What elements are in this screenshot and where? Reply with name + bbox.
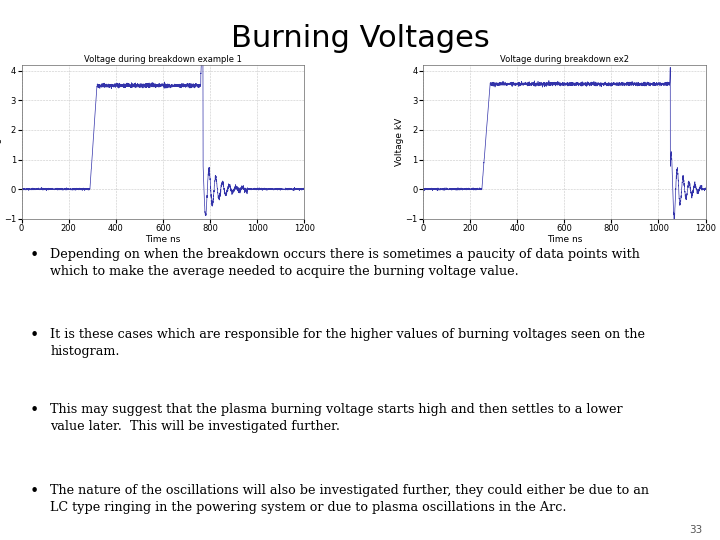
Text: •: •	[30, 328, 39, 343]
X-axis label: Time ns: Time ns	[546, 235, 582, 244]
Text: Depending on when the breakdown occurs there is sometimes a paucity of data poin: Depending on when the breakdown occurs t…	[50, 248, 640, 278]
Text: 33: 33	[689, 524, 702, 535]
Y-axis label: Voltage kV: Voltage kV	[395, 118, 404, 166]
Title: Voltage during breakdown example 1: Voltage during breakdown example 1	[84, 55, 242, 64]
Text: This may suggest that the plasma burning voltage starts high and then settles to: This may suggest that the plasma burning…	[50, 403, 623, 433]
X-axis label: Time ns: Time ns	[145, 235, 181, 244]
Text: •: •	[30, 483, 39, 498]
Text: The nature of the oscillations will also be investigated further, they could eit: The nature of the oscillations will also…	[50, 483, 649, 514]
Y-axis label: Voltage kV: Voltage kV	[0, 118, 2, 166]
Text: •: •	[30, 248, 39, 263]
Text: •: •	[30, 403, 39, 418]
Text: Burning Voltages: Burning Voltages	[230, 24, 490, 53]
Title: Voltage during breakdown ex2: Voltage during breakdown ex2	[500, 55, 629, 64]
Text: It is these cases which are responsible for the higher values of burning voltage: It is these cases which are responsible …	[50, 328, 645, 359]
